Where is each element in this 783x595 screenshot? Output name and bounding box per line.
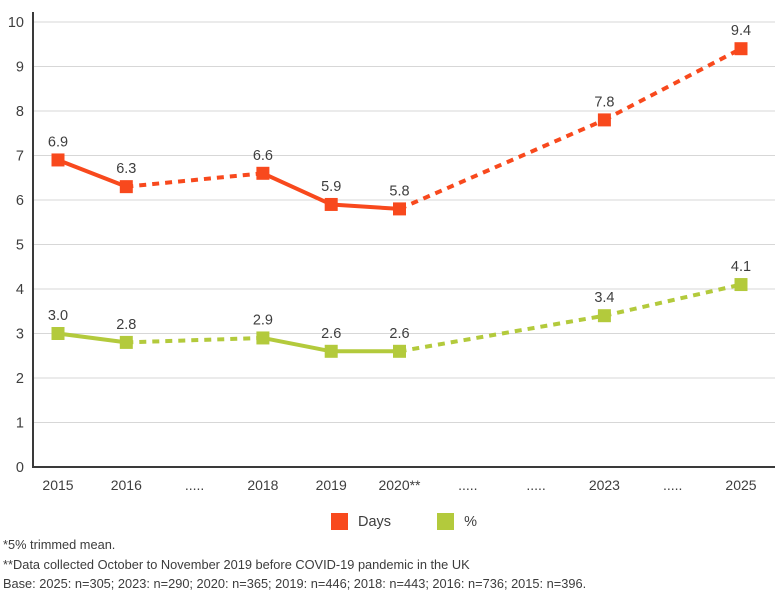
percent-marker [256,331,270,345]
days-data-label: 9.4 [731,23,751,39]
days-line-segment [331,202,400,211]
x-tick-label: 2016 [111,477,142,493]
footnote-covid-note: **Data collected October to November 201… [3,556,470,572]
legend-item-days: Days [331,513,391,530]
legend-days-label: Days [358,513,392,530]
legend-item-percent: % [437,513,477,530]
x-tick-label: 2023 [589,477,620,493]
line-chart: 0 1 2 3 4 5 6 7 8 9 10 2015 2016..... 2018 2019 2020**.… [8,12,775,493]
days-data-label: 5.9 [321,179,341,195]
days-marker [324,197,338,211]
legend-percent-swatch [437,513,455,530]
y-tick-label: 4 [16,282,24,298]
percent-line-segment [57,331,127,345]
x-tick-label: ..... [458,477,477,493]
y-tick-label: 6 [16,193,24,209]
x-tick-label: ..... [663,477,682,493]
legend-days-swatch [331,513,349,530]
days-line-segment [603,46,742,122]
percent-line-segment [603,282,742,318]
days-line-segment [398,118,606,211]
percent-data-label: 2.6 [389,326,409,342]
x-tick-label: 2015 [42,477,73,493]
days-marker [51,153,65,167]
footnotes: *5% trimmed mean. **Data collected Octob… [3,535,586,594]
y-tick-label: 1 [16,416,24,432]
percent-marker [597,309,611,323]
percent-marker [393,344,406,358]
days-data-label: 6.6 [253,148,273,164]
days-data-label: 5.8 [389,183,409,199]
days-marker [119,180,133,194]
x-tick-label: 2018 [247,477,278,493]
days-data-label: 7.8 [594,94,614,110]
legend: Days % [33,513,775,530]
percent-data-label: 3.0 [48,308,68,324]
y-tick-label: 10 [8,15,24,31]
days-marker [734,42,748,56]
days-marker [393,202,406,216]
x-tick-label: 2019 [316,477,347,493]
days-line-segment [57,158,128,189]
percent-line-segment [262,335,332,354]
percent-data-label: 3.4 [594,290,614,306]
days-data-label: 6.9 [48,134,68,150]
days-marker [597,113,611,127]
y-tick-label: 5 [16,238,24,254]
percent-marker [324,344,338,358]
y-tick-label: 3 [16,327,24,343]
days-line-segment [126,171,264,189]
percent-data-label: 4.1 [731,259,751,275]
percent-marker [51,327,65,340]
y-tick-label: 0 [16,460,24,476]
days-marker [256,166,270,180]
y-tick-label: 2 [16,371,24,387]
footnote-base-sizes: Base: 2025: n=305; 2023: n=290; 2020: n=… [3,576,587,591]
y-tick-label: 8 [16,104,24,120]
y-tick-label: 7 [16,149,24,165]
legend-percent-label: % [464,513,477,530]
footnote-trimmed-mean: *5% trimmed mean. [3,537,116,552]
days-data-label: 6.3 [116,161,136,177]
x-tick-label: 2020** [378,477,421,493]
x-tick-label: ..... [185,477,204,493]
x-tick-label: ..... [526,477,545,493]
percent-line-segment [126,335,263,345]
percent-marker [119,335,133,349]
percent-line-segment [399,313,605,354]
percent-data-label: 2.9 [253,312,273,328]
percent-data-label: 2.6 [321,326,341,342]
days-line-segment [262,171,333,207]
y-tick-label: 9 [16,60,24,76]
x-tick-label: 2025 [725,477,756,493]
percent-marker [734,278,748,292]
percent-data-label: 2.8 [116,317,136,333]
